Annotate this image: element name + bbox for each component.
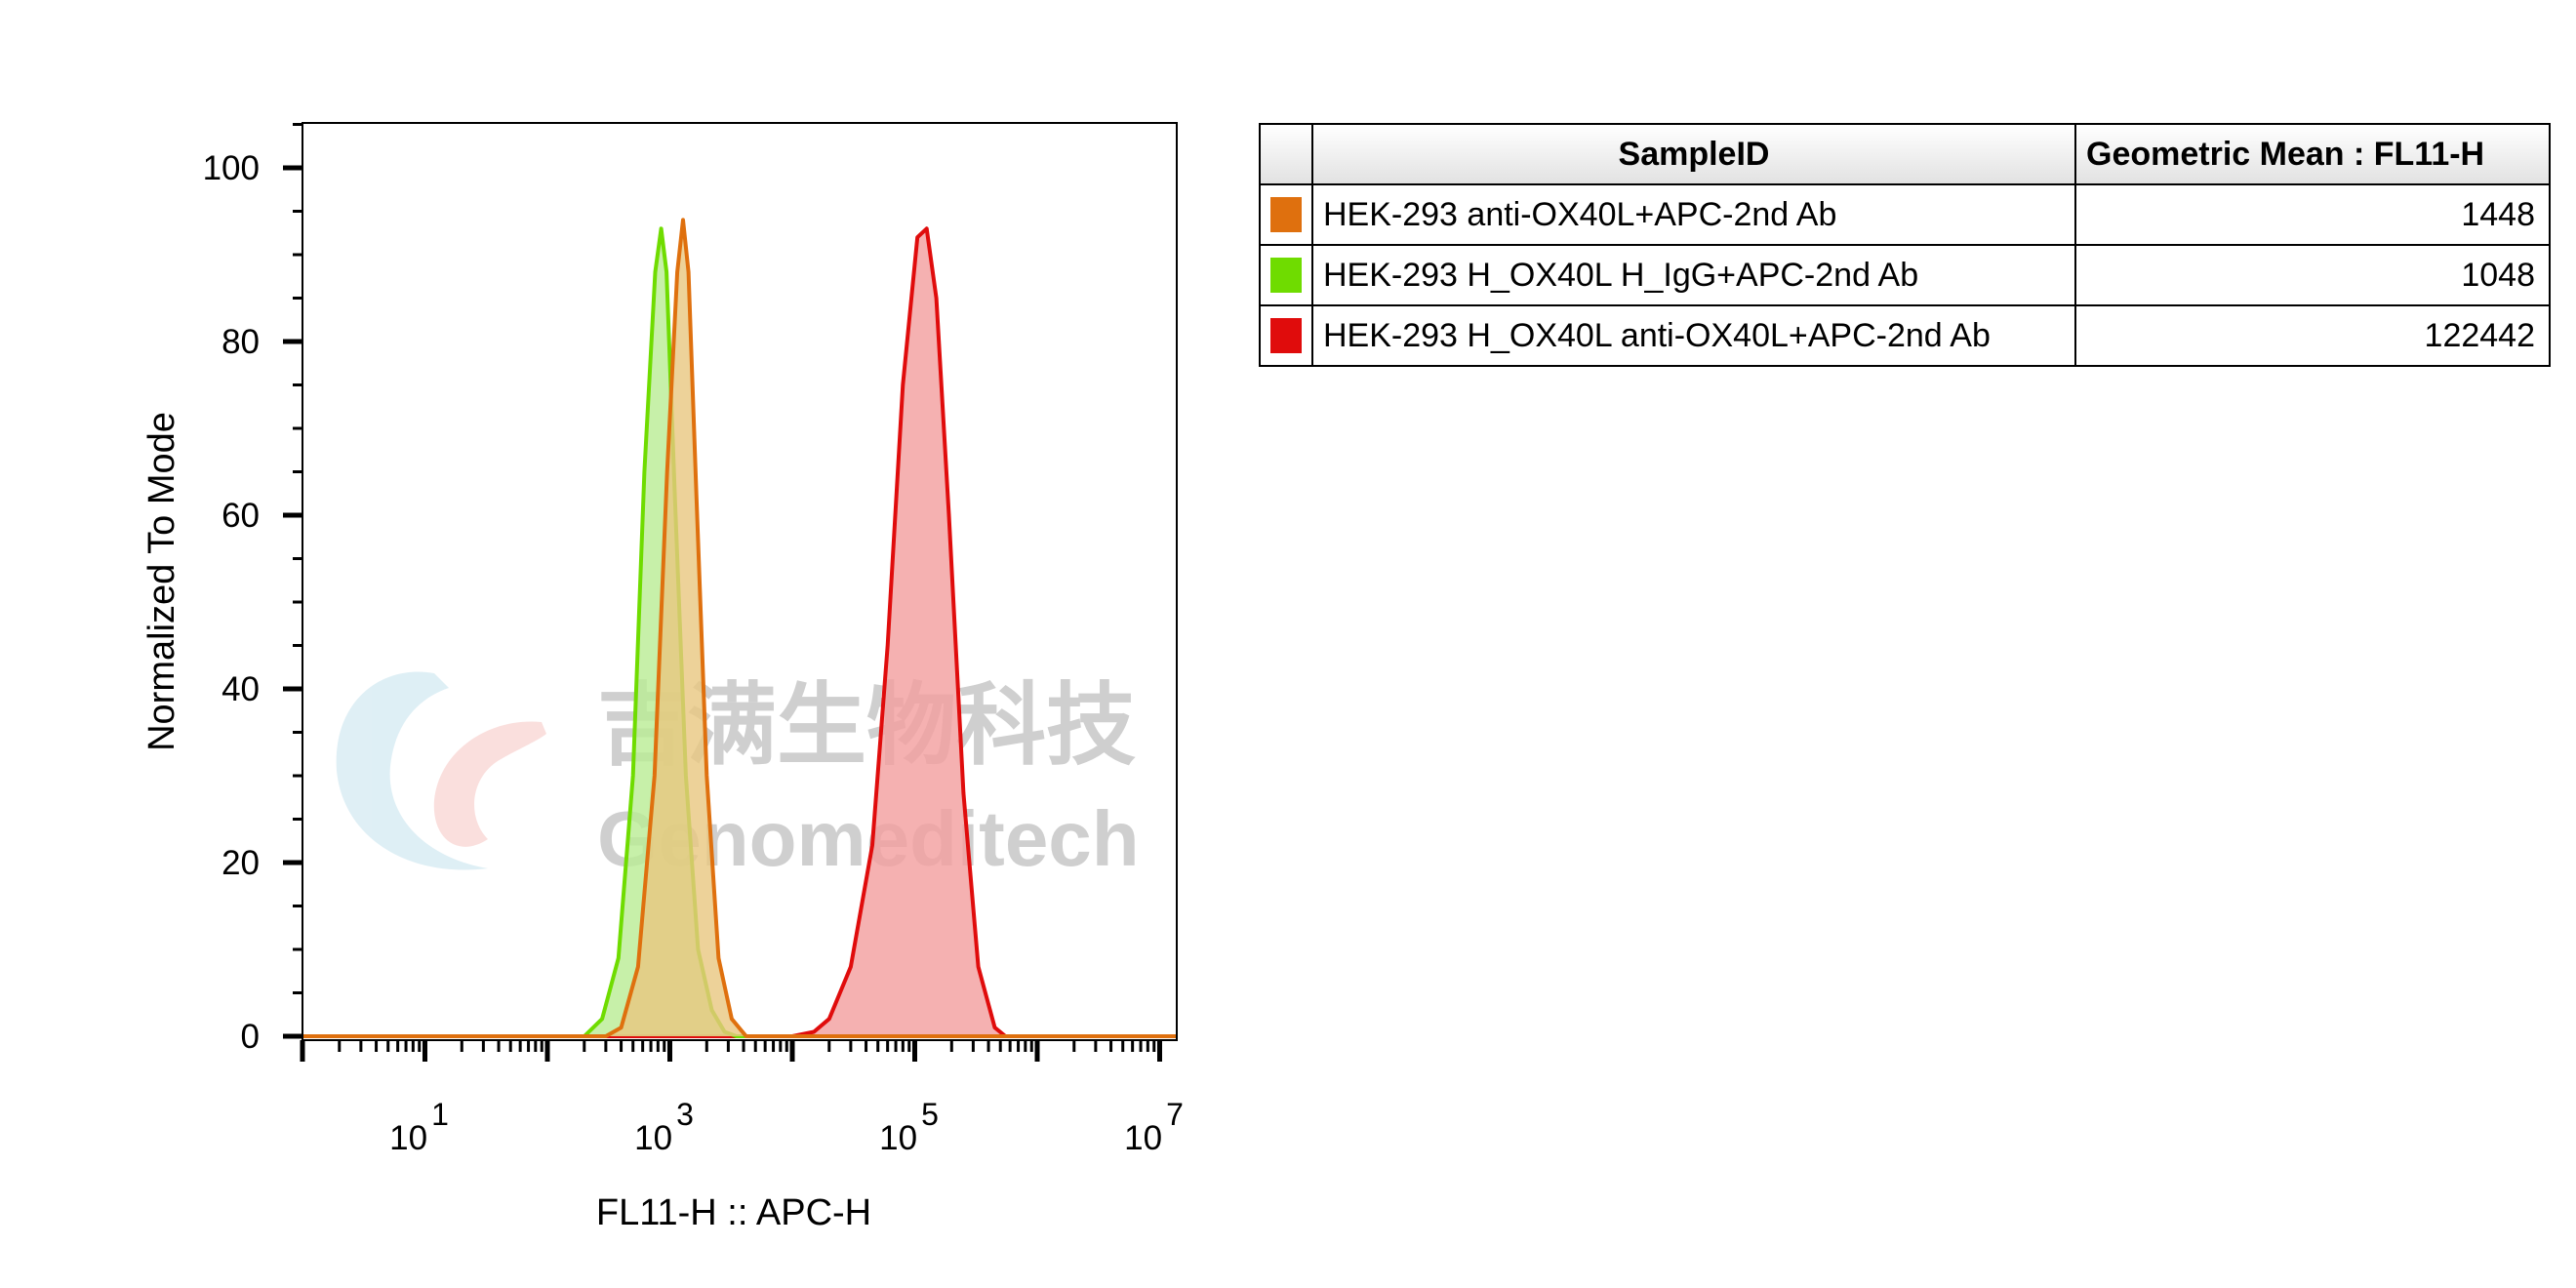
- histogram-series-2: [302, 218, 1177, 1038]
- y-tick-label: 60: [221, 497, 260, 535]
- watermark-logo: 吉满生物科技 Genomeditech: [336, 671, 1140, 882]
- geometric-mean-cell: 1448: [2074, 183, 2551, 246]
- x-tick-label: 105: [879, 1097, 939, 1157]
- watermark-swirl-red: [433, 721, 546, 847]
- axes-layer: 0 20 40 60 80 100 101 103 105 107: [203, 123, 1184, 1157]
- y-tick-label: 80: [221, 323, 260, 361]
- x-tick-label: 103: [634, 1097, 694, 1157]
- color-swatch-green: [1270, 258, 1302, 293]
- x-tick-label: 107: [1124, 1097, 1184, 1157]
- y-tick-label: 0: [241, 1018, 260, 1056]
- histogram-series-1: [302, 226, 1177, 1038]
- watermark-swirl-blue: [336, 671, 488, 870]
- geometric-mean-cell: 1048: [2074, 244, 2551, 306]
- x-axis-label: FL11-H :: APC-H: [596, 1192, 871, 1233]
- histogram-series-0: [302, 226, 1177, 1038]
- sample-legend-table: SampleID Geometric Mean : FL11-H HEK-293…: [1259, 123, 2551, 367]
- header-sample-id: SampleID: [1311, 123, 2076, 185]
- swatch-cell: [1259, 304, 1313, 367]
- table-header-row: SampleID Geometric Mean : FL11-H: [1259, 123, 2551, 185]
- geometric-mean-cell: 122442: [2074, 304, 2551, 367]
- series-layer: [302, 218, 1177, 1038]
- color-swatch-orange: [1270, 197, 1302, 232]
- header-swatch-cell: [1259, 123, 1313, 185]
- sample-id-cell: HEK-293 H_OX40L anti-OX40L+APC-2nd Ab: [1311, 304, 2076, 367]
- sample-id-cell: HEK-293 H_OX40L H_IgG+APC-2nd Ab: [1311, 244, 2076, 306]
- table-row: HEK-293 H_OX40L anti-OX40L+APC-2nd Ab 12…: [1259, 304, 2551, 367]
- swatch-cell: [1259, 183, 1313, 246]
- histogram-chart: 吉满生物科技 Genomeditech 0 20 40 60 80 100 101 103 10…: [141, 122, 1184, 1233]
- plot-frame: [302, 122, 1178, 1041]
- header-geometric-mean: Geometric Mean : FL11-H: [2074, 123, 2551, 185]
- y-tick-label: 20: [221, 844, 260, 882]
- x-tick-label: 101: [389, 1097, 449, 1157]
- y-axis-label: Normalized To Mode: [141, 412, 182, 751]
- color-swatch-red: [1270, 318, 1302, 353]
- swatch-cell: [1259, 244, 1313, 306]
- y-tick-label: 100: [203, 149, 260, 187]
- table-row: HEK-293 anti-OX40L+APC-2nd Ab 1448: [1259, 183, 2551, 246]
- y-tick-label: 40: [221, 670, 260, 708]
- sample-id-cell: HEK-293 anti-OX40L+APC-2nd Ab: [1311, 183, 2076, 246]
- table-row: HEK-293 H_OX40L H_IgG+APC-2nd Ab 1048: [1259, 244, 2551, 306]
